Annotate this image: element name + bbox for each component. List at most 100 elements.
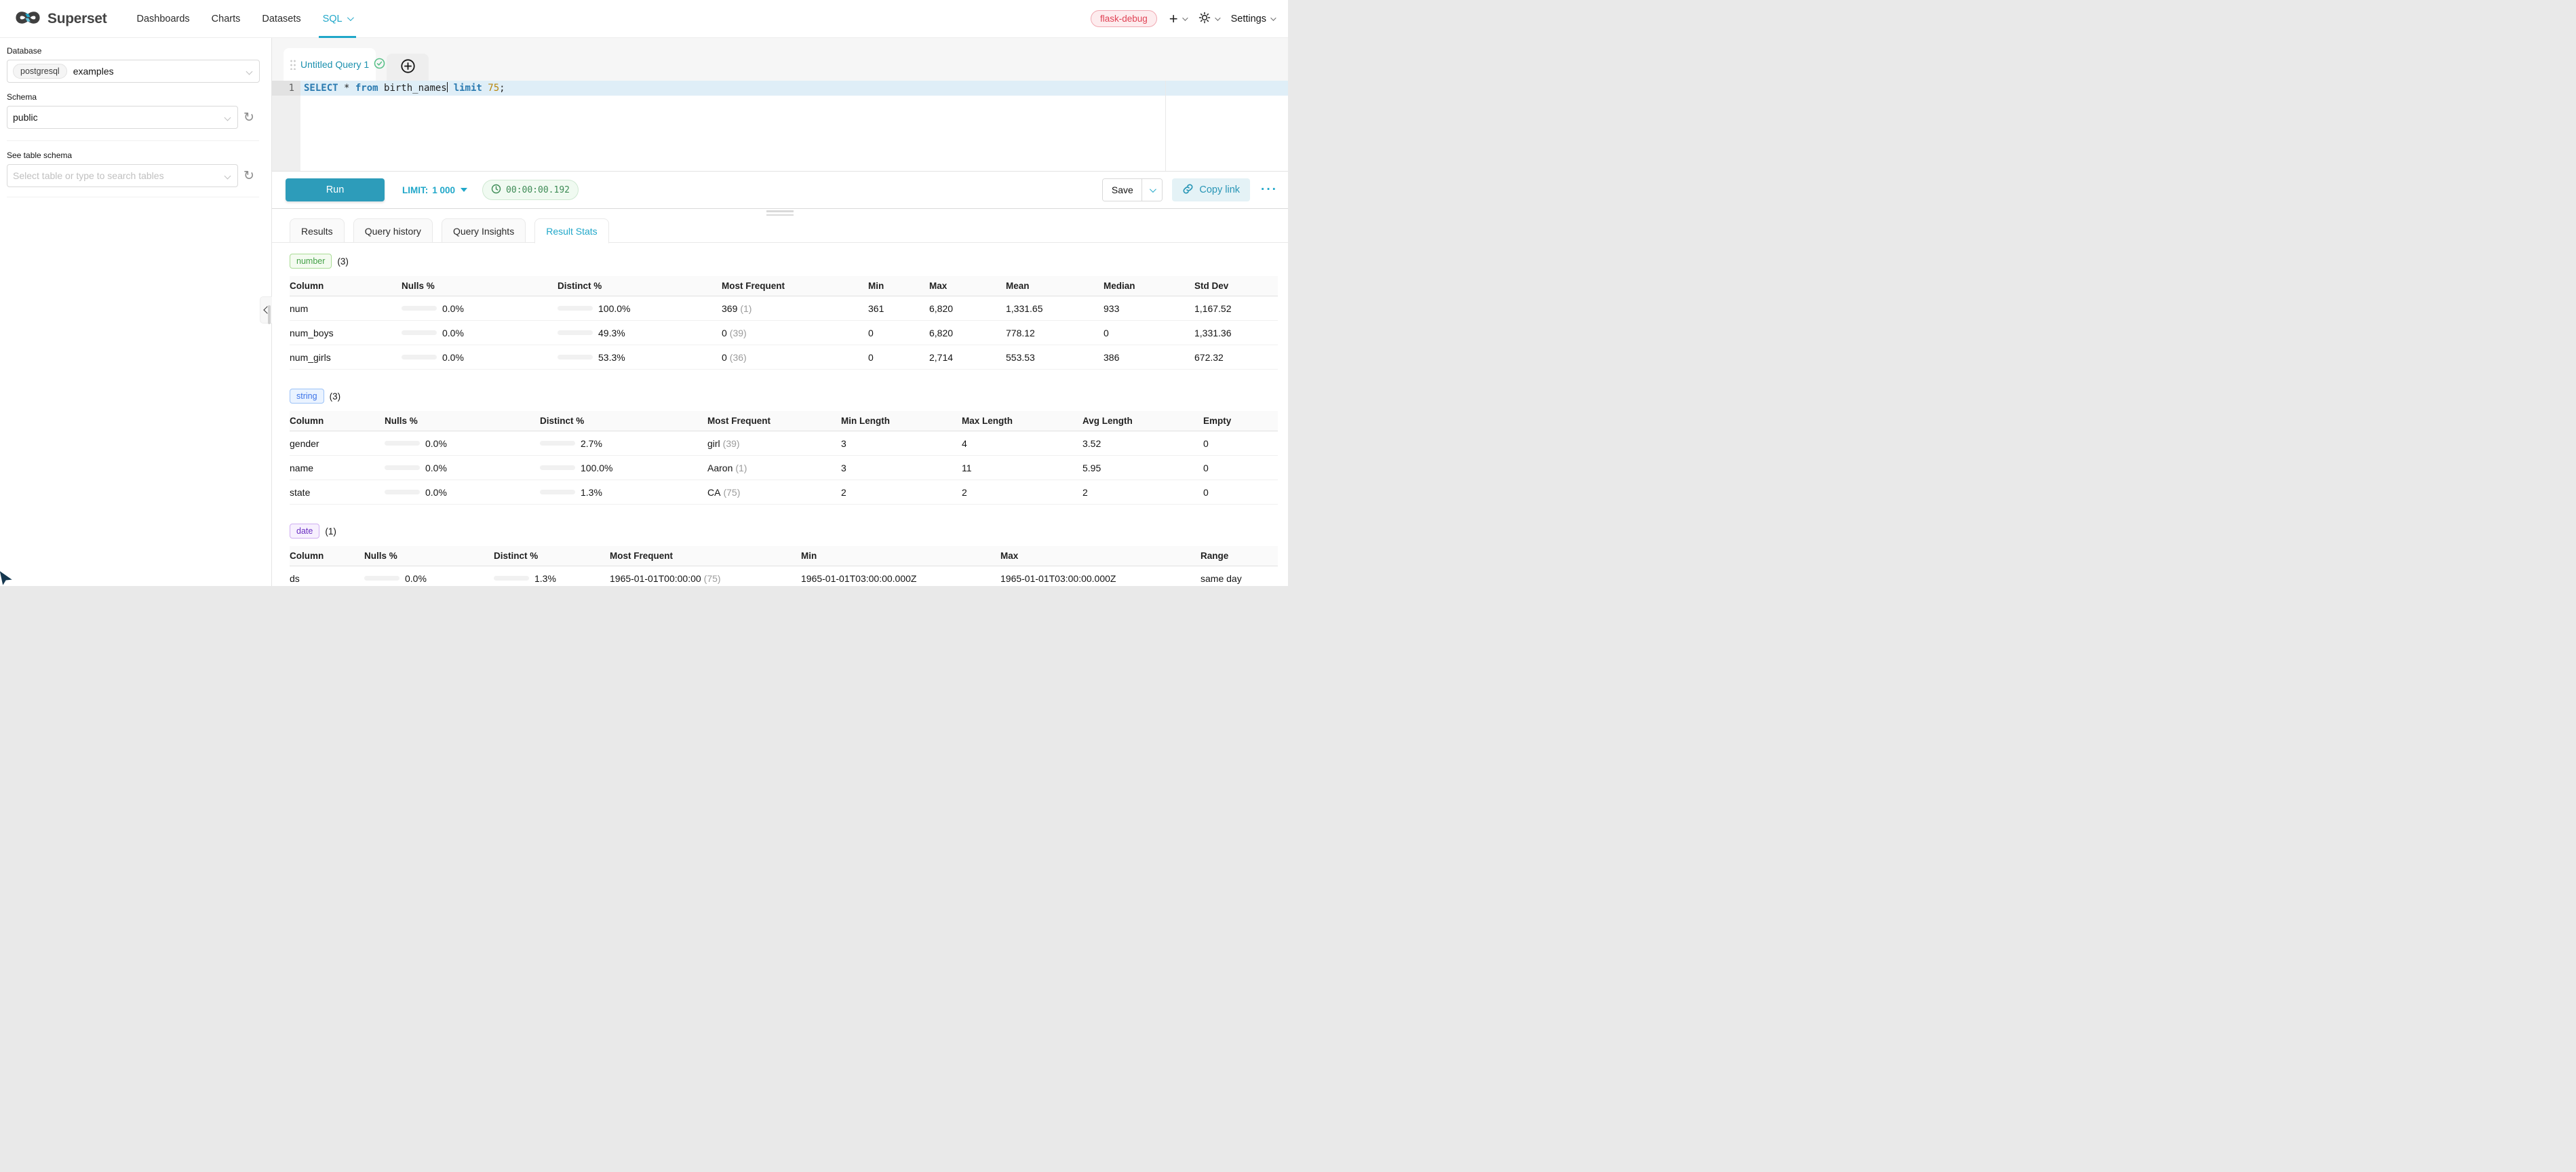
column-name-cell: num_boys <box>290 328 402 338</box>
settings-menu[interactable]: Settings <box>1231 14 1274 24</box>
min-cell: 0 <box>868 352 929 363</box>
column-header: Column <box>290 281 402 291</box>
app-body: Database postgresql examples Schema publ… <box>0 38 1288 586</box>
empty-cell: 0 <box>1203 463 1278 473</box>
range-cell: same day <box>1201 573 1278 584</box>
table-row: ds 0.0% 1.3% 1965-01-01T00:00:00(75) 196… <box>290 566 1278 586</box>
save-button[interactable]: Save <box>1103 179 1141 201</box>
theme-toggle-button[interactable] <box>1198 12 1219 26</box>
editor-toolbar: Run LIMIT: 1 000 00:00:00.192 <box>272 171 1288 208</box>
nulls-cell: 0.0% <box>385 438 540 449</box>
column-header: Distinct % <box>540 416 707 426</box>
limit-dropdown[interactable]: LIMIT: 1 000 <box>402 185 467 195</box>
table-row: gender 0.0% 2.7% girl(39) 3 4 3.52 0 <box>290 431 1278 456</box>
avg-length-cell: 3.52 <box>1082 438 1203 449</box>
plus-icon: + <box>1169 12 1178 26</box>
column-name-cell: gender <box>290 438 385 449</box>
column-header: Most Frequent <box>610 551 801 561</box>
plus-circle-icon <box>400 58 416 76</box>
scrollbar-thumb[interactable] <box>268 305 271 324</box>
progress-bar <box>558 330 593 335</box>
sql-lab-main: Untitled Query 1 × <box>272 38 1288 586</box>
column-name-cell: ds <box>290 573 364 584</box>
toolbar-right-cluster: Save Copy link <box>1102 178 1278 201</box>
new-query-tab-button[interactable] <box>387 54 429 81</box>
progress-bar <box>402 330 437 335</box>
median-cell: 0 <box>1104 328 1194 338</box>
drag-handle-icon[interactable] <box>290 59 296 70</box>
column-header: Max <box>929 281 1006 291</box>
success-check-icon <box>374 58 385 71</box>
superset-brand[interactable]: Superset <box>14 8 106 29</box>
tab-results[interactable]: Results <box>290 218 345 243</box>
query-tab-title: Untitled Query 1 <box>300 59 369 70</box>
nav-item-charts[interactable]: Charts <box>201 0 252 38</box>
nav-item-dashboards[interactable]: Dashboards <box>125 0 200 38</box>
max-cell: 6,820 <box>929 303 1006 314</box>
database-select[interactable]: postgresql examples <box>7 60 260 83</box>
progress-bar <box>540 441 575 446</box>
new-item-button[interactable]: + <box>1169 12 1186 26</box>
mouse-cursor <box>0 569 16 586</box>
query-tab[interactable]: Untitled Query 1 × <box>284 48 376 81</box>
column-header: Std Dev <box>1194 281 1278 291</box>
progress-bar <box>385 465 420 470</box>
nav-item-datasets[interactable]: Datasets <box>251 0 311 38</box>
results-tab-bar: Results Query history Query Insights Res… <box>272 217 1288 243</box>
median-cell: 933 <box>1104 303 1194 314</box>
column-header: Max <box>1000 551 1201 561</box>
copy-link-button[interactable]: Copy link <box>1172 178 1250 201</box>
progress-bar <box>385 490 420 494</box>
stddev-cell: 1,331.36 <box>1194 328 1278 338</box>
type-badge-number: number <box>290 254 332 269</box>
limit-label: LIMIT: <box>402 185 428 195</box>
run-button[interactable]: Run <box>286 178 385 201</box>
table-row: state 0.0% 1.3% CA(75) 2 2 2 0 <box>290 480 1278 505</box>
sql-token: birth_names <box>378 83 447 94</box>
min-length-cell: 3 <box>841 463 962 473</box>
column-header: Most Frequent <box>707 416 841 426</box>
table-select[interactable] <box>7 164 238 187</box>
chevron-down-icon <box>225 173 231 180</box>
mean-cell: 778.12 <box>1006 328 1104 338</box>
distinct-cell: 1.3% <box>494 573 610 584</box>
copy-link-label: Copy link <box>1199 184 1240 195</box>
column-header: Column <box>290 416 385 426</box>
sun-icon <box>1198 12 1211 26</box>
table-header-row: Column Nulls % Distinct % Most Frequent … <box>290 276 1278 296</box>
query-timer-badge: 00:00:00.192 <box>482 180 579 200</box>
save-options-button[interactable] <box>1141 179 1162 201</box>
max-length-cell: 11 <box>962 463 1082 473</box>
nav-item-sql[interactable]: SQL <box>312 0 363 38</box>
max-cell: 1965-01-01T03:00:00.000Z <box>1000 573 1201 584</box>
nav-item-sql-label: SQL <box>323 14 343 24</box>
pane-resize-handle[interactable] <box>272 209 1288 217</box>
distinct-cell: 1.3% <box>540 487 707 498</box>
refresh-schema-icon[interactable]: ↻ <box>243 111 254 124</box>
chevron-down-icon <box>246 69 253 75</box>
sql-editor[interactable]: 1 SELECT * from birth_names limit 75; <box>272 81 1288 171</box>
column-header: Max Length <box>962 416 1082 426</box>
results-pane: Results Query history Query Insights Res… <box>272 208 1288 586</box>
nulls-cell: 0.0% <box>385 463 540 473</box>
column-count: (3) <box>337 256 349 267</box>
distinct-cell: 100.0% <box>540 463 707 473</box>
tab-query-insights[interactable]: Query Insights <box>442 218 526 243</box>
progress-bar <box>402 306 437 311</box>
refresh-tables-icon[interactable]: ↻ <box>243 170 254 182</box>
progress-bar <box>364 576 399 581</box>
sql-token: from <box>355 83 378 94</box>
tab-result-stats[interactable]: Result Stats <box>534 218 608 243</box>
schema-select[interactable]: public <box>7 106 238 129</box>
nulls-cell: 0.0% <box>402 303 558 314</box>
table-row: num_girls 0.0% 53.3% 0(36) 0 2,714 553.5… <box>290 345 1278 370</box>
table-search-input[interactable] <box>13 170 218 181</box>
min-length-cell: 3 <box>841 438 962 449</box>
sql-token: 75 <box>488 83 499 94</box>
database-engine-tag: postgresql <box>13 64 67 79</box>
more-actions-button[interactable]: ··· <box>1261 182 1278 197</box>
column-name-cell: num <box>290 303 402 314</box>
number-section-header: number (3) <box>290 254 1278 269</box>
max-cell: 6,820 <box>929 328 1006 338</box>
tab-query-history[interactable]: Query history <box>353 218 433 243</box>
